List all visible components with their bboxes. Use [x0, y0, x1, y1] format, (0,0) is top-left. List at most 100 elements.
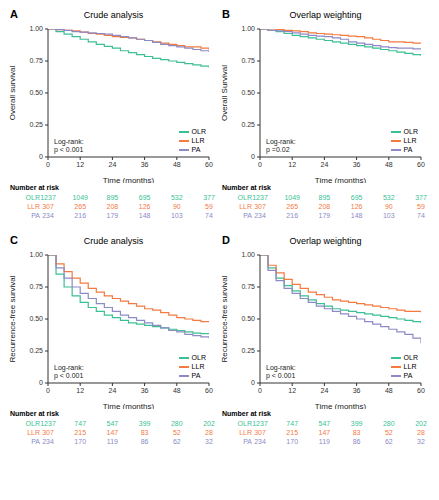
- html-text:103: 103: [171, 212, 183, 219]
- svg-text:1.00: 1.00: [241, 251, 255, 258]
- html-text:1049: 1049: [284, 194, 300, 201]
- svg-text:0.75: 0.75: [29, 57, 43, 64]
- svg-text:24: 24: [321, 161, 329, 168]
- html-text:532: 532: [171, 194, 183, 201]
- svg-text:Time (months): Time (months): [103, 176, 155, 183]
- svg-text:12: 12: [288, 387, 296, 394]
- svg-text:0: 0: [46, 387, 50, 394]
- svg-text:0: 0: [46, 161, 50, 168]
- html-text:179: 179: [106, 212, 119, 219]
- svg-text:Time (months): Time (months): [103, 402, 155, 409]
- html-text:p =0.02: p =0.02: [266, 146, 290, 153]
- svg-text:0: 0: [39, 153, 43, 160]
- html-text:OLR 1237: OLR 1237: [25, 194, 56, 201]
- html-text:Crude analysis: Crude analysis: [83, 236, 144, 246]
- svg-text:0.25: 0.25: [29, 121, 43, 128]
- svg-text:0.75: 0.75: [29, 283, 43, 290]
- svg-text:48: 48: [385, 161, 393, 168]
- html-text:LLR: LLR: [191, 137, 205, 144]
- html-text:p < 0.001: p < 0.001: [54, 146, 84, 153]
- html-text:Overlap weighting: Overlap weighting: [289, 10, 362, 20]
- html-text:LLR 307: LLR 307: [27, 203, 54, 210]
- svg-text:0: 0: [251, 153, 255, 160]
- html-text:Log-rank:: Log-rank:: [266, 138, 296, 145]
- html-text:PA 234: PA 234: [31, 212, 54, 219]
- svg-text:36: 36: [353, 161, 361, 168]
- html-text:74: 74: [205, 212, 213, 219]
- html-text:208: 208: [318, 203, 331, 210]
- html-text:895: 895: [318, 194, 331, 201]
- svg-text:0: 0: [39, 379, 43, 386]
- svg-text:0.50: 0.50: [241, 315, 255, 322]
- html-text:695: 695: [350, 194, 363, 201]
- svg-text:60: 60: [205, 387, 213, 394]
- svg-text:24: 24: [321, 387, 329, 394]
- svg-text:36: 36: [141, 161, 149, 168]
- html-text:695: 695: [138, 194, 151, 201]
- html-text:377: 377: [415, 194, 427, 201]
- svg-text:48: 48: [385, 387, 393, 394]
- svg-text:0: 0: [258, 387, 262, 394]
- html-text:126: 126: [350, 203, 363, 210]
- html-text:895: 895: [106, 194, 119, 201]
- html-text:532: 532: [383, 194, 395, 201]
- svg-text:1.00: 1.00: [29, 25, 43, 32]
- html-text:126: 126: [138, 203, 151, 210]
- html-text:LLR: LLR: [403, 137, 417, 144]
- svg-text:0: 0: [251, 379, 255, 386]
- svg-text:12: 12: [76, 161, 84, 168]
- svg-text:36: 36: [353, 387, 361, 394]
- html-text:377: 377: [203, 194, 215, 201]
- html-text:216: 216: [74, 212, 86, 219]
- svg-text:0.50: 0.50: [241, 89, 255, 96]
- html-text:Number at risk: Number at risk: [10, 184, 59, 191]
- svg-text:0.25: 0.25: [241, 347, 255, 354]
- svg-text:48: 48: [173, 161, 181, 168]
- html-text:OLR: OLR: [403, 128, 418, 135]
- svg-text:60: 60: [417, 161, 425, 168]
- svg-text:12: 12: [76, 387, 84, 394]
- html-text:Number at risk: Number at risk: [222, 184, 271, 191]
- html-text:PA: PA: [191, 146, 201, 153]
- svg-text:36: 36: [141, 387, 149, 394]
- svg-text:Recurrence-free survival: Recurrence-free survival: [8, 275, 17, 362]
- svg-text:0.50: 0.50: [29, 315, 43, 322]
- html-text:Crude analysis: Crude analysis: [83, 10, 144, 20]
- html-text:D: D: [222, 234, 230, 246]
- svg-text:0.75: 0.75: [241, 283, 255, 290]
- svg-text:Time (months): Time (months): [315, 402, 367, 409]
- html-text:148: 148: [138, 212, 151, 219]
- svg-text:12: 12: [288, 161, 296, 168]
- svg-text:24: 24: [109, 161, 117, 168]
- svg-text:Recurrence-free survival: Recurrence-free survival: [220, 275, 229, 362]
- html-text:59: 59: [205, 203, 213, 210]
- html-text:265: 265: [74, 203, 86, 210]
- html-text:A: A: [10, 8, 18, 20]
- html-text:B: B: [222, 8, 230, 20]
- svg-text:24: 24: [109, 387, 117, 394]
- html-text:90: 90: [172, 203, 181, 210]
- svg-text:1.00: 1.00: [241, 25, 255, 32]
- html-text:1049: 1049: [72, 194, 88, 201]
- html-text:OLR 1237: OLR 1237: [237, 194, 268, 201]
- html-text:265: 265: [286, 203, 298, 210]
- html-text:Log-rank:: Log-rank:: [54, 138, 84, 145]
- svg-text:0.75: 0.75: [241, 57, 255, 64]
- html-text:OLR: OLR: [191, 128, 206, 135]
- svg-text:60: 60: [205, 161, 213, 168]
- svg-text:0.25: 0.25: [241, 121, 255, 128]
- svg-text:0.50: 0.50: [29, 89, 43, 96]
- html-text:208: 208: [106, 203, 119, 210]
- svg-text:Overall survival: Overall survival: [8, 65, 17, 120]
- svg-text:Time (months): Time (months): [315, 176, 367, 183]
- svg-text:0: 0: [258, 161, 262, 168]
- html-text:PA: PA: [403, 146, 413, 153]
- svg-text:1.00: 1.00: [29, 251, 43, 258]
- html-text:Overlap weighting: Overlap weighting: [289, 236, 362, 246]
- svg-text:0.25: 0.25: [29, 347, 43, 354]
- svg-text:Overall Survival: Overall Survival: [220, 65, 229, 121]
- html-text:LLR 307: LLR 307: [239, 203, 266, 210]
- svg-text:48: 48: [173, 387, 181, 394]
- html-text:C: C: [10, 234, 18, 246]
- svg-text:60: 60: [417, 387, 425, 394]
